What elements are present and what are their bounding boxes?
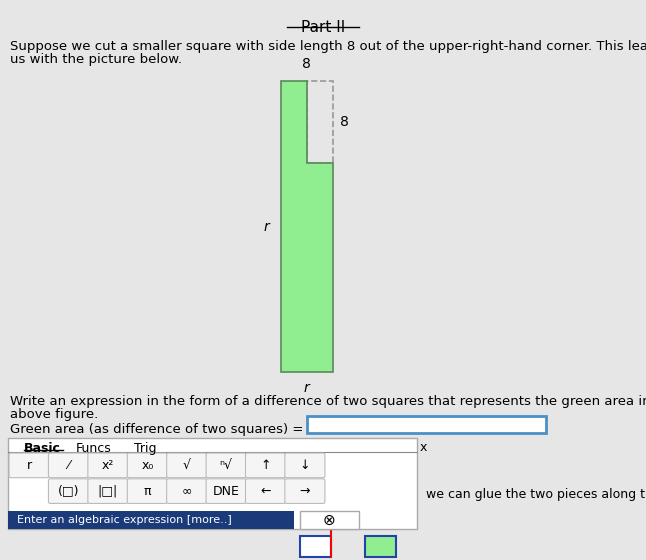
Text: Green area (as difference of two squares) =: Green area (as difference of two squares… (10, 423, 303, 436)
Text: 8: 8 (302, 57, 311, 71)
Text: ∞: ∞ (182, 484, 192, 498)
Text: x₀: x₀ (141, 459, 153, 472)
Bar (8, 438, 417, 529)
Text: Part II: Part II (301, 20, 345, 35)
Text: Suppose we cut a smaller square with side length 8 out of the upper-right-hand c: Suppose we cut a smaller square with sid… (10, 40, 646, 53)
Text: x²: x² (101, 459, 114, 472)
FancyBboxPatch shape (9, 453, 49, 478)
Text: Enter an algebraic expression [more..]: Enter an algebraic expression [more..] (17, 515, 232, 525)
Text: √: √ (183, 459, 191, 472)
FancyBboxPatch shape (88, 453, 128, 478)
FancyBboxPatch shape (206, 479, 246, 503)
FancyBboxPatch shape (48, 479, 89, 503)
Bar (365, 536, 396, 557)
Text: Basic: Basic (24, 442, 61, 455)
FancyBboxPatch shape (127, 479, 167, 503)
Text: Funcs: Funcs (76, 442, 111, 455)
FancyBboxPatch shape (48, 453, 89, 478)
Text: ↑: ↑ (260, 459, 271, 472)
FancyBboxPatch shape (245, 479, 286, 503)
Text: ←: ← (260, 484, 271, 498)
FancyBboxPatch shape (206, 453, 246, 478)
FancyBboxPatch shape (285, 479, 325, 503)
Bar (307, 416, 546, 433)
Text: ↓: ↓ (300, 459, 310, 472)
Text: r: r (264, 220, 269, 234)
Text: us with the picture below.: us with the picture below. (10, 53, 182, 66)
Text: r: r (304, 381, 309, 395)
FancyBboxPatch shape (127, 453, 167, 478)
FancyBboxPatch shape (88, 479, 128, 503)
Text: π: π (143, 484, 151, 498)
Bar (8, 511, 294, 529)
Text: x: x (420, 441, 427, 454)
Polygon shape (281, 81, 333, 372)
Text: |□|: |□| (98, 484, 118, 498)
Text: →: → (300, 484, 310, 498)
Text: r: r (26, 459, 32, 472)
FancyBboxPatch shape (285, 453, 325, 478)
FancyBboxPatch shape (245, 453, 286, 478)
Bar (307, 81, 333, 163)
Text: Write an expression in the form of a difference of two squares that represents t: Write an expression in the form of a dif… (10, 395, 646, 408)
Text: we can glue the two pieces along the blue lines: we can glue the two pieces along the blu… (426, 488, 646, 501)
Text: ⁿ√: ⁿ√ (220, 459, 233, 472)
Text: Trig: Trig (134, 442, 156, 455)
Text: (□): (□) (57, 484, 79, 498)
Text: ⊗: ⊗ (323, 513, 336, 528)
Bar (300, 511, 359, 529)
Text: ⁄: ⁄ (67, 459, 70, 472)
FancyBboxPatch shape (167, 453, 207, 478)
Text: 8: 8 (340, 115, 349, 129)
FancyBboxPatch shape (167, 479, 207, 503)
Text: DNE: DNE (213, 484, 240, 498)
Text: above figure.: above figure. (10, 408, 98, 421)
Bar (300, 536, 331, 557)
